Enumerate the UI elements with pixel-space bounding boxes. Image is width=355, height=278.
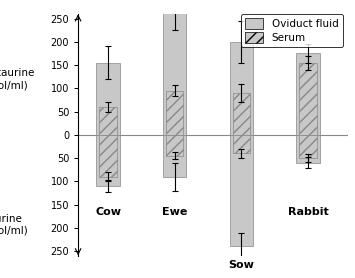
Bar [296, 135, 320, 163]
Bar [99, 135, 117, 177]
Bar [97, 63, 120, 135]
Bar [99, 107, 117, 135]
Text: Rabbit: Rabbit [288, 207, 328, 217]
Legend: Oviduct fluid, Serum: Oviduct fluid, Serum [241, 14, 343, 48]
Bar [97, 135, 120, 186]
Text: Cow: Cow [95, 207, 121, 217]
Bar [230, 42, 253, 135]
Bar [233, 93, 250, 135]
Bar [166, 91, 184, 135]
Text: Ewe: Ewe [162, 207, 187, 217]
Bar [230, 135, 253, 247]
Bar [299, 135, 317, 158]
Bar [299, 63, 317, 135]
Bar [163, 9, 186, 135]
Bar [296, 53, 320, 135]
Bar [163, 135, 186, 177]
Bar [233, 135, 250, 153]
Bar [166, 135, 184, 156]
Text: Sow: Sow [228, 260, 254, 270]
Text: Hypotaurine
(nmol/ml): Hypotaurine (nmol/ml) [0, 68, 35, 90]
Text: Taurine
(nmol/ml): Taurine (nmol/ml) [0, 214, 28, 235]
